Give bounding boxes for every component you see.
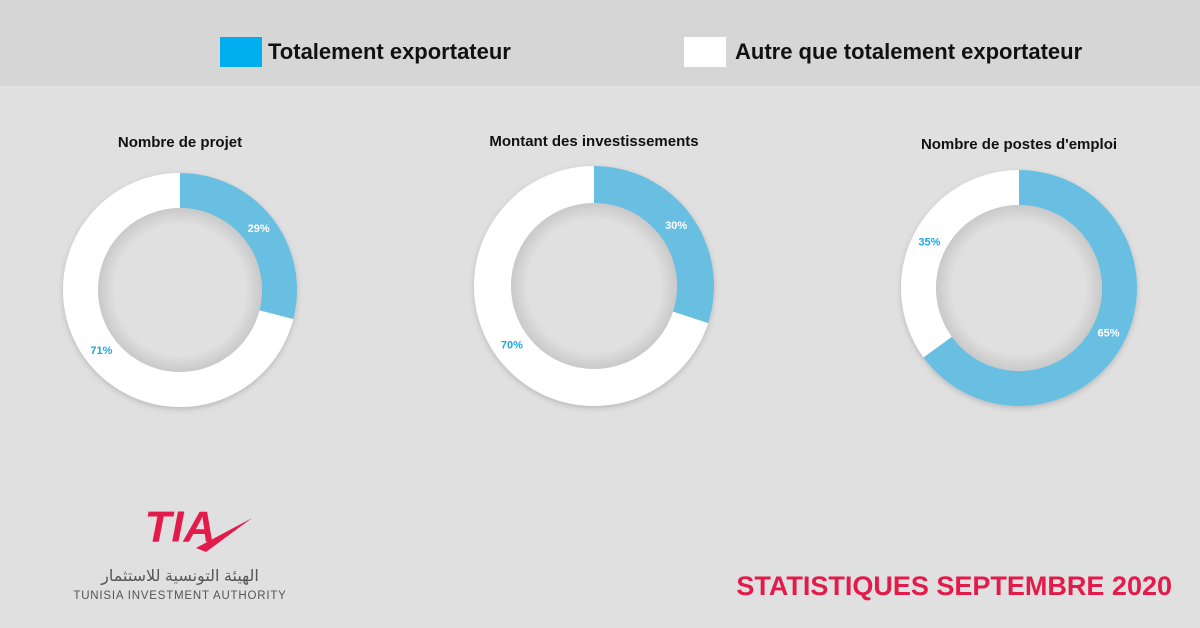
data-label: 30% xyxy=(665,220,687,232)
legend-swatch xyxy=(220,37,262,67)
legend: Totalement exportateur Autre que totaleme… xyxy=(220,37,1083,67)
legend-text: Autre que totalement exportateur xyxy=(735,39,1083,64)
logo: TIA xyxy=(145,503,216,552)
headline: STATISTIQUES SEPTEMBRE 2020 xyxy=(736,571,1172,601)
data-label: 71% xyxy=(90,345,112,357)
data-label: 29% xyxy=(248,223,270,235)
donut-hole xyxy=(936,205,1102,371)
donut-hole xyxy=(98,208,262,372)
legend-text: Totalement exportateur xyxy=(268,39,511,64)
legend-band xyxy=(0,0,1200,86)
org-name: TUNISIA INVESTMENT AUTHORITY xyxy=(73,590,286,602)
donut-slice xyxy=(594,166,714,324)
donut-slice xyxy=(901,170,1019,358)
donut-hole xyxy=(511,203,677,369)
donut-slice xyxy=(180,173,297,320)
data-label: 65% xyxy=(1098,328,1120,340)
charts: Nombre de projet 29% 71% Montant des invest… xyxy=(63,133,1137,408)
chart-title: Nombre de postes d'emploi xyxy=(921,136,1117,153)
data-label: 35% xyxy=(918,236,940,248)
donut xyxy=(901,170,1137,407)
logo-swoosh xyxy=(196,518,252,552)
donut xyxy=(474,166,714,406)
data-label: 70% xyxy=(501,340,523,352)
chart-title: Montant des investissements xyxy=(489,133,698,150)
donut-slice xyxy=(63,173,294,408)
donut-slice xyxy=(923,170,1137,407)
arabic-name: الهيئة التونسية للاستثمار xyxy=(100,568,259,586)
legend-swatch xyxy=(684,37,726,67)
donut xyxy=(63,173,297,408)
donut-slice xyxy=(474,166,709,406)
chart-title: Nombre de projet xyxy=(118,134,242,151)
